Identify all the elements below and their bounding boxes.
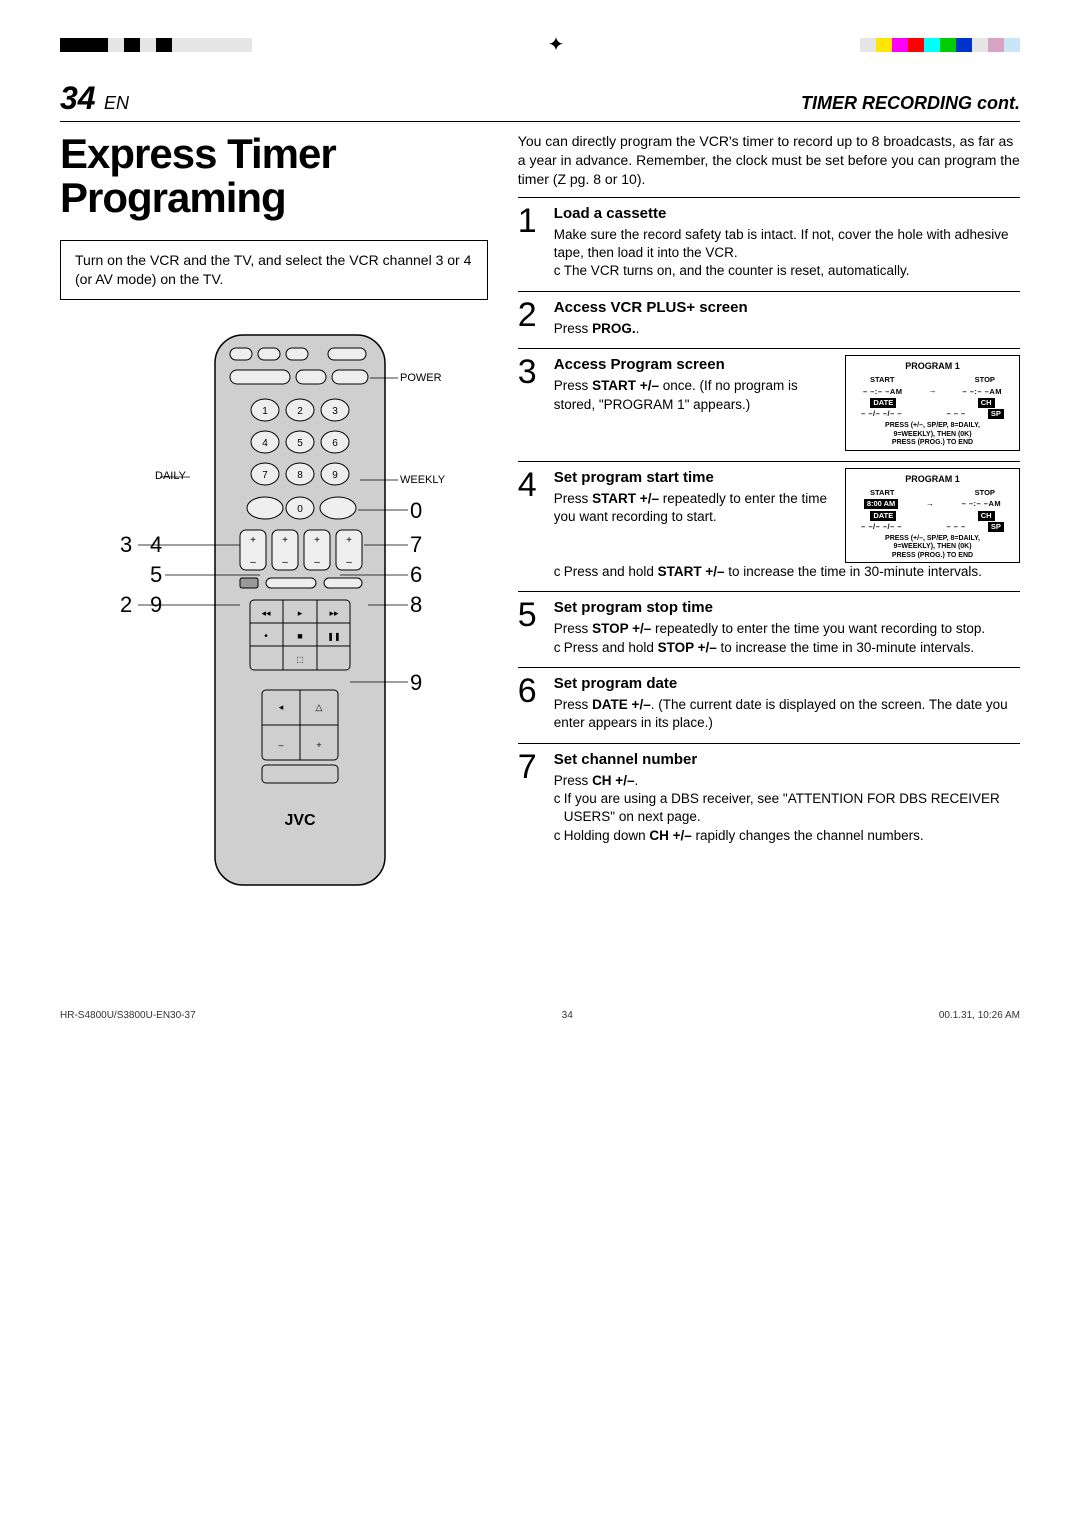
- main-title: Express Timer Programing: [60, 132, 488, 220]
- step-1: 1 Load a cassetteMake sure the record sa…: [518, 197, 1020, 291]
- step-number: 1: [518, 204, 546, 281]
- remote-diagram: 123456789 0 +– +–: [60, 330, 488, 950]
- step-number: 7: [518, 750, 546, 845]
- step-7: 7 Set channel numberPress CH +/–.If you …: [518, 743, 1020, 855]
- step-number: 4: [518, 468, 546, 582]
- footer-right: 00.1.31, 10:26 AM: [939, 1010, 1020, 1021]
- page-number: 34: [60, 80, 96, 116]
- step-6: 6 Set program datePress DATE +/–. (The c…: [518, 667, 1020, 743]
- program-screen-box: PROGRAM 1 STARTSTOP 8:00 AM→– –:– –AM DA…: [845, 468, 1020, 563]
- leader-lines: [60, 330, 460, 890]
- registration-marks: ✦: [60, 30, 1020, 60]
- step-5: 5 Set program stop timePress STOP +/– re…: [518, 591, 1020, 667]
- step-3: 3 Access Program screenPress START +/– o…: [518, 348, 1020, 460]
- footer-left: HR-S4800U/S3800U-EN30-37: [60, 1010, 196, 1021]
- step-number: 6: [518, 674, 546, 733]
- step-number: 5: [518, 598, 546, 657]
- intro-text: You can directly program the VCR's timer…: [518, 132, 1020, 189]
- program-screen-box: PROGRAM 1 STARTSTOP – –:– –AM→– –:– –AM …: [845, 355, 1020, 450]
- step-2: 2 Access VCR PLUS+ screenPress PROG..: [518, 291, 1020, 348]
- page-lang: EN: [104, 93, 129, 113]
- color-bar-right: [860, 38, 1020, 52]
- step-number: 2: [518, 298, 546, 338]
- step-4: 4 Set program start timePress START +/– …: [518, 461, 1020, 592]
- section-title: TIMER RECORDING cont.: [801, 93, 1020, 114]
- page-footer: HR-S4800U/S3800U-EN30-37 34 00.1.31, 10:…: [60, 1010, 1020, 1021]
- step-number: 3: [518, 355, 546, 450]
- intro-box: Turn on the VCR and the TV, and select t…: [60, 240, 488, 300]
- footer-mid: 34: [562, 1010, 573, 1021]
- page-header: 34 EN TIMER RECORDING cont.: [60, 80, 1020, 122]
- reg-cross-top: ✦: [548, 35, 565, 55]
- color-bar-left: [60, 38, 252, 52]
